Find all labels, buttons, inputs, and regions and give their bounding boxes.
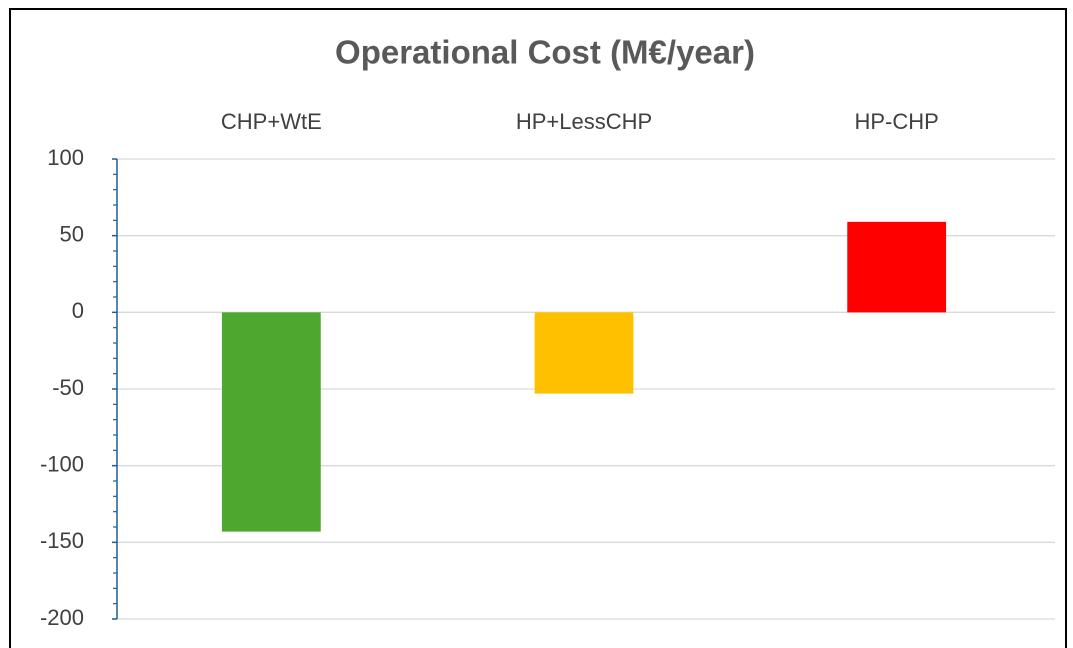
y-tick-label: -50 xyxy=(52,375,84,400)
x-tick-label: HP+LessCHP xyxy=(516,109,652,134)
y-tick-label: 0 xyxy=(72,298,84,323)
y-tick-label: -150 xyxy=(40,528,84,553)
bar xyxy=(534,312,634,394)
bar xyxy=(221,312,321,532)
frame xyxy=(9,8,1067,648)
x-tick-label: HP-CHP xyxy=(854,109,938,134)
y-tick-label: -200 xyxy=(40,605,84,630)
y-tick-label: -100 xyxy=(40,451,84,476)
y-tick-label: 50 xyxy=(60,221,84,246)
chart-title: Operational Cost (M€/year) xyxy=(335,34,755,71)
x-tick-label: CHP+WtE xyxy=(221,109,322,134)
bar xyxy=(847,221,947,313)
y-tick-label: 100 xyxy=(47,145,84,170)
